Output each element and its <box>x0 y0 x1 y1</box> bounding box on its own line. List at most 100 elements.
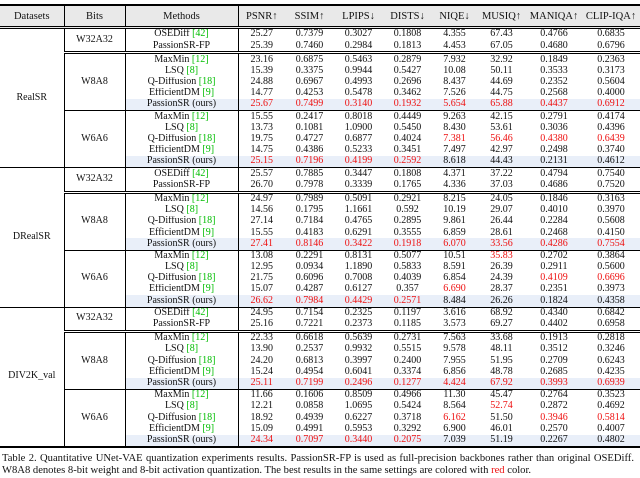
metric-cell: 8.215 <box>432 190 477 205</box>
metric-cell: 24.97 <box>238 190 285 205</box>
metric-cell: 0.4993 <box>344 76 373 88</box>
metric-cell: 0.3339 <box>344 179 373 190</box>
metric-cell: 0.4174 <box>582 110 640 123</box>
metric-cell: 13.73 <box>250 122 274 133</box>
citation-ref: [12] <box>189 192 209 204</box>
metric-cell: 0.3163 <box>582 190 640 205</box>
table-row: Q-Diffusion [18] 24.20 0.6813 0.3997 0.2400 7… <box>0 355 640 367</box>
table-row: PassionSR (ours) 24.34 0.7097 0.3440 0.2075 7… <box>0 434 640 447</box>
table-row: LSQ [8] 13.73 0.1081 1.0900 0.5450 8.430 53.61… <box>0 122 640 134</box>
method-cell: LSQ [8] <box>125 401 239 413</box>
table-row: LSQ [8] 15.39 0.3375 0.9944 0.5427 10.08 50.11… <box>0 65 640 77</box>
metric-cell: 0.3997 <box>344 355 373 366</box>
method-name: OSEDiff <box>154 28 190 40</box>
citation-ref: [42] <box>189 167 209 179</box>
metric-cell: 8.591 <box>443 261 466 273</box>
metric-cell: 4.355 <box>443 28 466 40</box>
metric-cell: 0.5953 <box>344 423 373 434</box>
metric-cell: 0.6041 <box>344 366 373 377</box>
metric-cell: 0.4396 <box>597 122 625 133</box>
metric-cell: 0.4954 <box>295 366 324 377</box>
metric-cell: 0.2496 <box>334 377 383 390</box>
method-name: Q-Diffusion <box>147 133 197 145</box>
table-row: W8A8 MaxMin [12] 24.97 0.7989 0.5091 0.2921 8.… <box>0 190 640 251</box>
metric-cell: 0.5427 <box>393 65 422 76</box>
caption-text-after: color. <box>504 464 532 476</box>
metric-cell: 3.616 <box>432 306 477 319</box>
method-name: PassionSR (ours) <box>146 156 217 167</box>
method-name: PassionSR (ours) <box>146 295 217 306</box>
caption-red-word: red <box>491 464 505 476</box>
metric-cell: 0.2291 <box>285 249 334 262</box>
metric-cell: 0.8131 <box>334 249 383 262</box>
metric-cell: 0.7540 <box>582 167 640 180</box>
table-row: PassionSR (ours) 25.15 0.7196 0.4199 0.2592 8… <box>0 156 640 168</box>
metric-cell: 15.39 <box>250 65 274 76</box>
metric-cell: 0.7499 <box>285 99 334 111</box>
method-cell: MaxMin [12] <box>125 249 239 262</box>
metric-cell: 0.6875 <box>285 51 334 66</box>
metric-cell: 25.15 <box>238 156 285 168</box>
table-row: DIV2K_val W32A32 OSEDiff [42] 24.95 0.7154 0.… <box>0 306 640 447</box>
metric-cell: 0.4150 <box>597 227 625 238</box>
metric-cell: 0.2363 <box>582 51 640 66</box>
table-row: PassionSR (ours) 26.62 0.7984 0.4429 0.2571 8… <box>0 295 640 307</box>
citation-ref: [9] <box>199 227 215 238</box>
method-name: LSQ <box>164 65 184 76</box>
metric-cell: 0.4429 <box>334 295 383 307</box>
metric-cell: 0.2685 <box>540 366 568 377</box>
method-name: EfficientDM <box>148 366 200 377</box>
metric-cell: 0.4939 <box>295 412 324 423</box>
metric-cell: 0.5463 <box>334 51 383 66</box>
metric-cell: 0.3292 <box>393 423 422 434</box>
citation-ref: [18] <box>196 412 216 423</box>
table-row: RealSR W32A32 OSEDiff [42] 25.27 0.7379 0.302… <box>0 27 640 168</box>
metric-cell: 0.2702 <box>526 249 582 262</box>
metric-cell: 13.08 <box>238 249 285 262</box>
metric-cell: 65.88 <box>477 99 526 111</box>
caption-text-before: Table 2. Quantitative UNet-VAE quantizat… <box>2 452 634 476</box>
metric-cell: 0.5091 <box>334 190 383 205</box>
metric-cell: 7.526 <box>443 87 466 99</box>
metric-cell: 0.4449 <box>383 110 432 123</box>
table-row: PassionSR-FP 26.70 0.7978 0.3339 0.1765 4.336… <box>0 179 640 193</box>
metric-cell: 0.1808 <box>393 28 422 40</box>
metric-cell: 0.5077 <box>383 249 432 262</box>
metric-cell: 0.4386 <box>295 144 324 156</box>
metric-cell: 0.4235 <box>597 366 625 377</box>
metric-cell: 8.618 <box>432 156 477 168</box>
metric-cell: 0.5600 <box>597 261 625 273</box>
metric-cell: 0.2895 <box>393 216 422 227</box>
metric-cell: 42.15 <box>477 110 526 123</box>
metric-cell: 15.09 <box>250 423 274 434</box>
citation-ref: [18] <box>196 272 216 284</box>
metric-cell: 0.7221 <box>295 318 324 330</box>
metric-cell: 28.61 <box>490 227 513 238</box>
method-name: LSQ <box>164 204 184 216</box>
metric-cell: 0.7184 <box>295 216 324 227</box>
col-header-methods: Methods <box>125 4 239 29</box>
citation-ref: [18] <box>196 216 216 227</box>
method-cell: MaxMin [12] <box>125 190 239 205</box>
method-name: LSQ <box>164 401 184 412</box>
method-cell: Q-Diffusion [18] <box>125 76 239 88</box>
metric-cell: 0.1277 <box>383 377 432 390</box>
metric-cell: 0.2570 <box>540 423 568 434</box>
method-name: EfficientDM <box>148 87 200 99</box>
method-name: PassionSR (ours) <box>146 377 217 388</box>
metric-cell: 0.4802 <box>582 434 640 447</box>
metric-cell: 6.854 <box>443 272 466 284</box>
method-cell: LSQ [8] <box>125 344 239 356</box>
metric-cell: 7.381 <box>443 133 466 145</box>
table-row: W6A6 MaxMin [12] 11.66 0.1606 0.8509 0.4966 11… <box>0 388 640 447</box>
metric-cell: 0.2468 <box>540 227 568 238</box>
metric-cell: 0.7885 <box>285 167 334 180</box>
metric-cell: 0.1197 <box>383 306 432 319</box>
metric-cell: 21.75 <box>250 272 274 284</box>
metric-cell: 0.2879 <box>383 51 432 66</box>
method-cell: Q-Diffusion [18] <box>125 216 239 228</box>
bits-cell: W32A32 <box>64 167 126 193</box>
metric-cell: 0.3422 <box>334 238 383 251</box>
metric-cell: 7.563 <box>432 329 477 345</box>
metric-cell: 48.11 <box>490 344 513 355</box>
